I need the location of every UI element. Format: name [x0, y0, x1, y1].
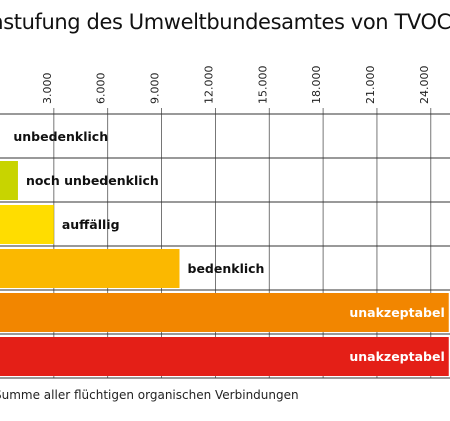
x-tick-label: 9.000 [149, 73, 162, 105]
x-tick-label: 3.000 [41, 73, 54, 105]
x-tick-label: 18.000 [310, 66, 323, 105]
bar [0, 249, 180, 288]
x-tick-label: 24.000 [418, 66, 431, 105]
bar [0, 293, 449, 332]
footnote: *TVOC: Summe aller flüchtigen organische… [0, 388, 299, 402]
x-tick-label: 12.000 [202, 66, 215, 105]
bar-label: unakzeptabel [349, 305, 444, 320]
x-tick-label: 15.000 [256, 66, 269, 105]
bar [0, 337, 449, 376]
bar-label: unbedenklich [13, 129, 108, 144]
bar-label: bedenklich [188, 261, 265, 276]
bar [0, 205, 54, 244]
x-tick-label: 6.000 [95, 73, 108, 105]
bar-label: noch unbedenklich [26, 173, 159, 188]
bar-label: unakzeptabel [349, 349, 444, 364]
bar-label: auffällig [62, 217, 120, 232]
bar [0, 161, 18, 200]
x-tick-label: 21.000 [364, 66, 377, 105]
chart-title: Einstufung des Umweltbundesamtes von TVO… [0, 10, 450, 34]
